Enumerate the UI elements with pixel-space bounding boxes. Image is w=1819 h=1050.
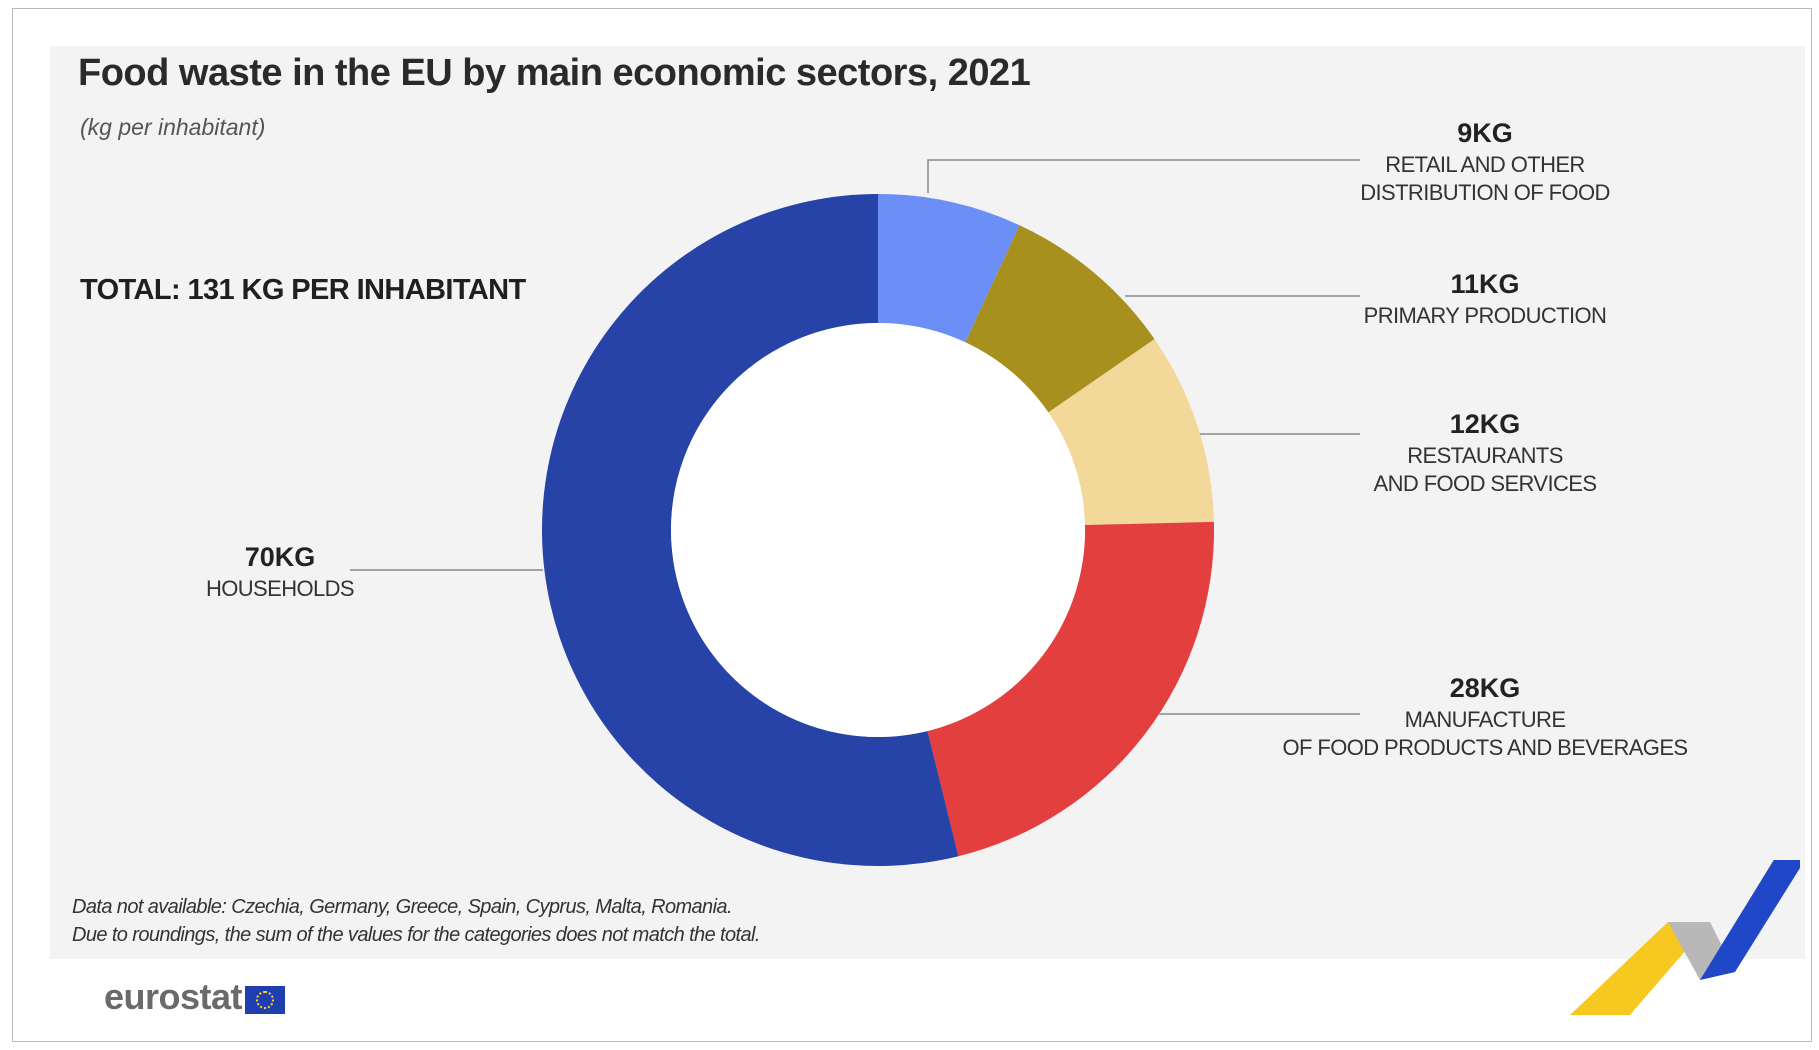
chart-title: Food waste in the EU by main economic se…: [78, 52, 1031, 94]
slice-category-label-4-0: HOUSEHOLDS: [206, 576, 354, 601]
slice-category-label-0-1: DISTRIBUTION OF FOOD: [1360, 180, 1610, 205]
slice-category-label-3-1: OF FOOD PRODUCTS AND BEVERAGES: [1283, 735, 1688, 760]
slice-value-label-3: 28KG: [1450, 673, 1521, 703]
slice-category-label-1-0: PRIMARY PRODUCTION: [1364, 303, 1607, 328]
ribbon-blue: [1700, 860, 1800, 980]
chart-subtitle: (kg per inhabitant): [80, 114, 266, 140]
ribbon-yellow: [1570, 922, 1710, 1015]
eurostat-ribbon-icon: [1570, 860, 1800, 1015]
slice-0: [878, 194, 1020, 343]
footnote-roundings: Due to roundings, the sum of the values …: [72, 924, 760, 946]
eu-flag-icon: [245, 986, 286, 1014]
donut-hole: [671, 323, 1085, 737]
total-label: TOTAL: 131 KG PER INHABITANT: [80, 274, 526, 306]
slice-value-label-2: 12KG: [1450, 409, 1521, 439]
logo-text: eurostat: [104, 976, 243, 1017]
eurostat-logo: eurostat: [104, 975, 286, 1019]
slice-value-label-1: 11KG: [1450, 269, 1519, 299]
slice-1: [965, 225, 1155, 413]
slice-3: [927, 521, 1214, 857]
slice-category-label-3-0: MANUFACTURE: [1405, 707, 1566, 732]
slice-category-label-0-0: RETAIL AND OTHER: [1385, 152, 1584, 177]
slice-category-label-2-0: RESTAURANTS: [1407, 443, 1563, 468]
slice-value-label-4: 70KG: [245, 542, 316, 572]
slice-2: [1048, 339, 1214, 525]
slice-category-label-2-1: AND FOOD SERVICES: [1374, 471, 1597, 496]
leader-line-0: [927, 159, 1360, 193]
footnote-data-not-available: Data not available: Czechia, Germany, Gr…: [72, 896, 733, 918]
slice-4: [542, 194, 959, 866]
slice-value-label-0: 9KG: [1457, 118, 1513, 148]
